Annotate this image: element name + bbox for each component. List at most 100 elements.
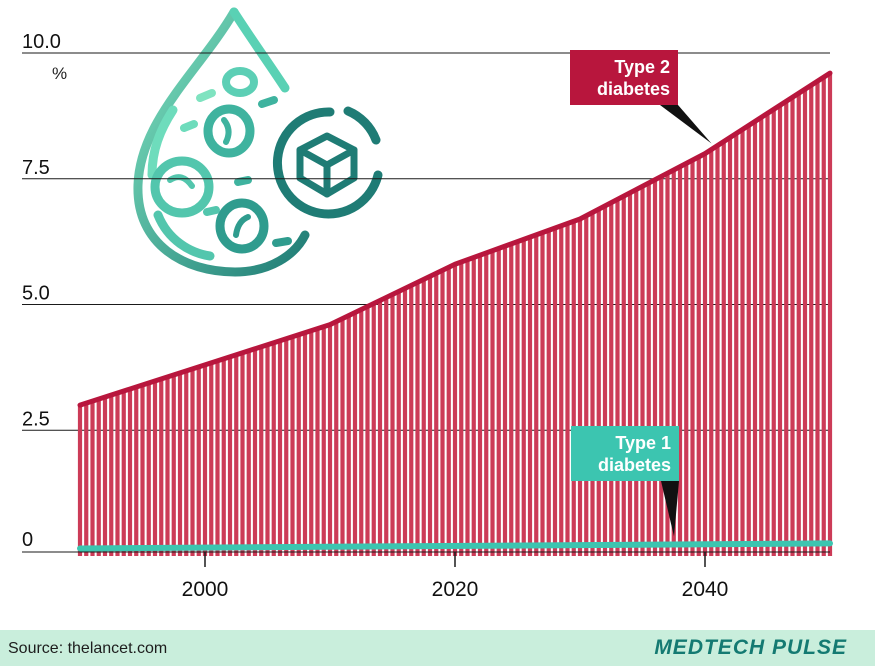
type-2-area-stripe [127,389,133,556]
type-2-area-stripe [821,77,826,557]
type-2-area-stripe [490,250,495,556]
y-tick-label-7.5: 7.5 [22,157,50,179]
annotation-text: Type 1 [615,433,671,453]
type-2-area-stripe [796,93,801,557]
type-2-area-stripe [177,372,183,556]
type-2-area-stripe [77,405,83,556]
type-2-area-stripe [577,218,583,557]
type-2-area-stripe [102,397,108,556]
type-2-area-stripe [665,173,670,557]
series-lines [77,70,833,552]
type-2-area-stripe [815,81,820,556]
type-2-area-stripe [621,196,626,556]
type-2-area-stripe [296,334,301,556]
annotation-pointer [661,481,679,537]
type-2-area-stripe [215,360,220,556]
type-2-area-stripe [334,321,339,556]
type-2-area-stripe [696,156,701,556]
type-2-area-stripe [96,399,101,556]
type-2-area-stripe [690,160,695,556]
type-2-area-stripe [721,141,726,556]
y-tick-label-0: 0 [22,529,33,551]
type-2-area-stripe [590,212,595,557]
gridlines [22,52,830,431]
type-2-area-stripe [746,125,751,556]
type-2-area-stripe [221,358,226,556]
type-2-area-stripe [202,364,208,556]
type-2-area-stripe [540,232,545,557]
type-2-area-stripe [602,205,608,557]
x-tick-label-2020: 2020 [432,578,479,601]
type-2-area-stripe [121,391,126,556]
type-2-area-stripe [802,89,808,556]
type-2-area-stripe [784,101,789,557]
type-2-area-stripe [652,179,658,557]
type-1-line [77,540,833,552]
type-2-area-stripe [134,386,139,556]
type-2-area-stripe [477,255,483,556]
type-2-area-stripe [734,133,739,557]
type-2-area-stripe [515,241,520,556]
type-2-area-stripe [584,215,589,556]
type-2-area-stripe [534,234,539,556]
annotation-text: diabetes [598,455,671,475]
type-2-area-stripe [321,326,326,556]
type-2-area-stripe [146,382,151,556]
x-tick-label-2000: 2000 [182,578,229,601]
type-2-area-stripe [427,276,433,556]
type-2-area-stripe [702,153,708,556]
annotation-box [570,50,678,105]
type-2-area-stripe [365,306,370,556]
type-2-area-stripe [90,401,95,556]
y-axis-tick-labels: 10.0 7.5 5.0 2.5 0 [22,31,61,551]
source-label: Source: thelancet.com [8,640,168,657]
type-2-area-stripe [521,239,526,556]
type-2-area-stripe [421,279,426,556]
type-2-area-stripe [309,330,314,556]
y-axis-unit-label: % [52,64,67,83]
annotation-pointer [660,105,712,144]
type-2-area-stripe [227,356,233,556]
type-2-area-stripe [546,230,551,556]
annotation-text: Type 2 [614,57,670,77]
type-2-area-stripe [171,374,176,556]
type-2-area-stripe [246,350,251,556]
type-2-area-stripe [315,328,320,556]
type-2-area-stripe [377,300,383,556]
type-2-area-stripe [252,348,258,556]
type-2-area-stripe [790,97,795,556]
y-tick-label-10.0: 10.0 [22,31,61,53]
type-2-area-stripe [827,73,833,557]
type-2-area-stripe [615,199,620,557]
type-2-area-stripe [409,285,414,556]
type-2-area-stripe [277,340,283,556]
type-2-area-stripe [596,209,601,556]
type-2-area-stripe [152,380,158,556]
type-2-area-stripe [527,237,533,556]
type-2-area-stripe [402,288,408,556]
type-2-area-stripe [571,221,576,557]
type-2-area-stripe [396,291,401,556]
type-2-area-stripe [765,113,770,557]
type-2-area-stripes [77,73,833,557]
type-2-area-stripe [327,324,333,556]
type-2-area-stripe [259,346,264,556]
type-2-area-stripe [109,395,114,556]
type-2-area-stripe [609,202,614,556]
type-2-area-stripe [284,338,289,556]
type-2-area-stripe [165,376,170,556]
type-2-area-stripe [740,129,745,556]
type-2-area-stripe [415,282,420,556]
chart: 10.07.55.02.50 % 2000 2020 2040 Type 2diab… [22,7,833,601]
type-2-area-stripe [271,342,276,556]
type-2-area-stripe [115,393,120,556]
type-2-area-stripe [509,243,514,557]
type-2-area-stripe [640,186,645,557]
type-2-area-stripe [346,315,351,556]
brand-logo: MEDTECH PULSE [654,636,847,659]
type-2-area-stripe [446,267,451,556]
type-2-area-stripe [471,257,476,556]
annotation-text: diabetes [597,79,670,99]
